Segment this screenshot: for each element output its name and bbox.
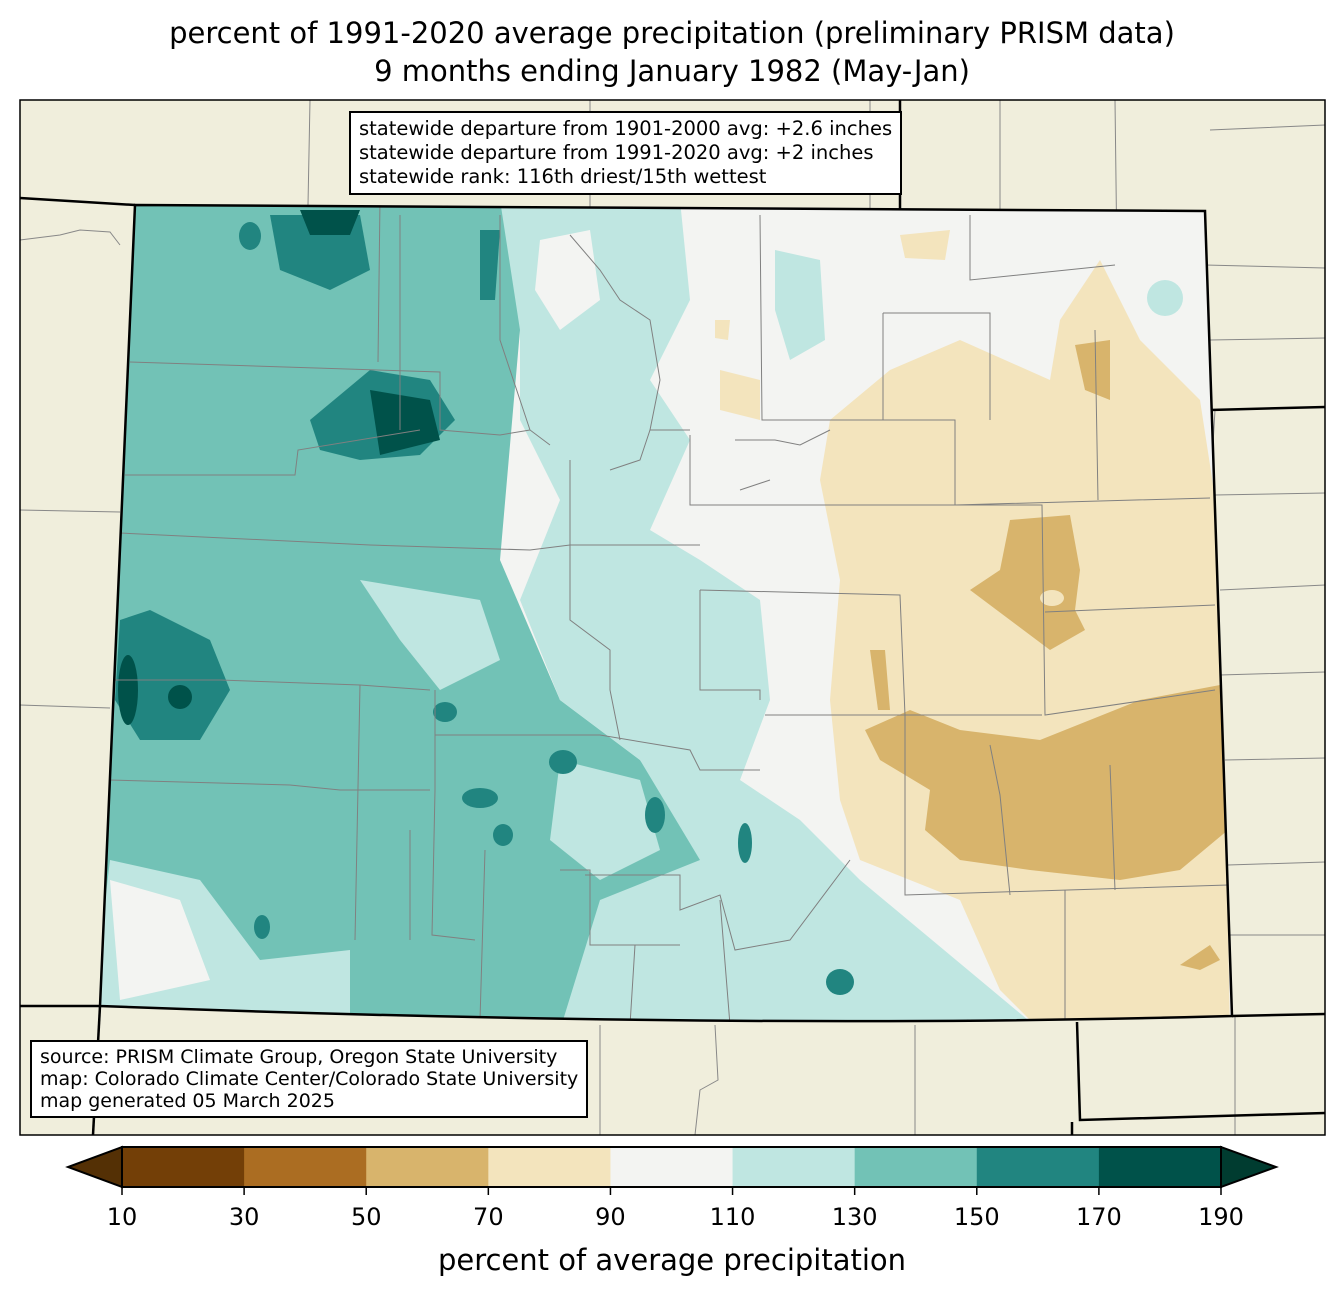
colorbar-label: percent of average precipitation xyxy=(437,1243,907,1277)
colorado-border xyxy=(98,203,1234,1023)
precipitation-field xyxy=(100,205,1232,1022)
colorbar-under-arrow xyxy=(65,1145,123,1189)
colorbar-tick-label: 10 xyxy=(106,1203,138,1231)
neighbor-state-borders xyxy=(19,100,1326,1136)
colorbar-tick-label: 90 xyxy=(595,1203,626,1231)
stats-line-3: statewide rank: 116th driest/15th wettes… xyxy=(359,165,767,188)
source-line-2: map: Colorado Climate Center/Colorado St… xyxy=(40,1068,579,1090)
colorbar-tick-label: 50 xyxy=(350,1203,382,1231)
colorbar xyxy=(65,1145,1279,1195)
colorbar-segment xyxy=(610,1147,734,1187)
stats-line-1: statewide departure from 1901-2000 avg: … xyxy=(359,117,893,140)
colorbar-over-arrow xyxy=(1220,1145,1279,1189)
colorbar-segment xyxy=(1098,1147,1222,1187)
stats-line-2: statewide departure from 1991-2020 avg: … xyxy=(359,141,874,164)
colorbar-segment xyxy=(122,1147,245,1187)
colorbar-tick-label: 170 xyxy=(1075,1203,1122,1231)
title-line-1: percent of 1991-2020 average precipitati… xyxy=(169,16,1175,50)
colorbar-tick-label: 70 xyxy=(473,1203,504,1231)
source-line-1: source: PRISM Climate Group, Oregon Stat… xyxy=(40,1046,558,1068)
colorbar-tick-label: 190 xyxy=(1198,1203,1244,1231)
source-line-3: map generated 05 March 2025 xyxy=(40,1090,335,1112)
colorbar-segment xyxy=(244,1147,367,1187)
colorbar-segment xyxy=(732,1147,856,1187)
colorbar-segment xyxy=(488,1147,611,1187)
colorbar-tick-label: 110 xyxy=(709,1203,756,1231)
colorbar-segment xyxy=(976,1147,1100,1187)
source-box: source: PRISM Climate Group, Oregon Stat… xyxy=(30,1040,589,1118)
county-lines xyxy=(109,205,1231,1022)
map-frame xyxy=(19,99,1326,1136)
colorbar-tick-label: 150 xyxy=(953,1203,1000,1231)
colorbar-outline xyxy=(121,1146,1222,1188)
colorbar-segment xyxy=(366,1147,489,1187)
colorbar-tick-label: 130 xyxy=(831,1203,878,1231)
colorbar-tick-label: 30 xyxy=(228,1203,260,1231)
statewide-stats-box: statewide departure from 1901-2000 avg: … xyxy=(349,111,903,195)
neighbor-county-lines xyxy=(19,99,1326,1136)
title-line-2: 9 months ending January 1982 (May-Jan) xyxy=(374,54,970,88)
colorbar-segment xyxy=(854,1147,978,1187)
